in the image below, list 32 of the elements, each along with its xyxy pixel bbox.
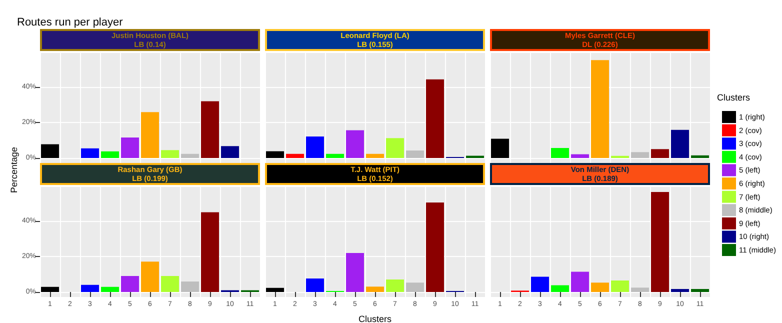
bar	[366, 154, 384, 158]
x-axis-title: Clusters	[358, 314, 392, 323]
bar	[121, 138, 139, 158]
bar	[651, 149, 669, 158]
bar	[41, 144, 59, 158]
bar	[306, 136, 324, 158]
bar	[201, 101, 219, 158]
legend-title: Clusters	[717, 92, 751, 102]
bar	[81, 148, 99, 158]
bar	[671, 130, 689, 158]
bar	[611, 156, 629, 158]
bar	[691, 155, 709, 158]
bar	[101, 151, 119, 158]
bar	[326, 154, 344, 158]
bar	[571, 154, 589, 158]
bar	[161, 150, 179, 158]
bar	[286, 154, 304, 158]
bar	[386, 138, 404, 158]
bar	[346, 130, 364, 158]
y-axis-title: Percentage	[9, 146, 19, 194]
bar	[141, 112, 159, 158]
bar	[406, 150, 424, 158]
bar	[266, 151, 284, 158]
bar	[551, 148, 569, 158]
bar	[591, 60, 609, 158]
bar	[466, 156, 484, 158]
bar	[631, 152, 649, 158]
bar	[491, 138, 509, 158]
bar	[181, 154, 199, 158]
bar	[221, 146, 239, 158]
chart-title: Routes run per player	[17, 16, 124, 28]
bar	[426, 79, 444, 158]
